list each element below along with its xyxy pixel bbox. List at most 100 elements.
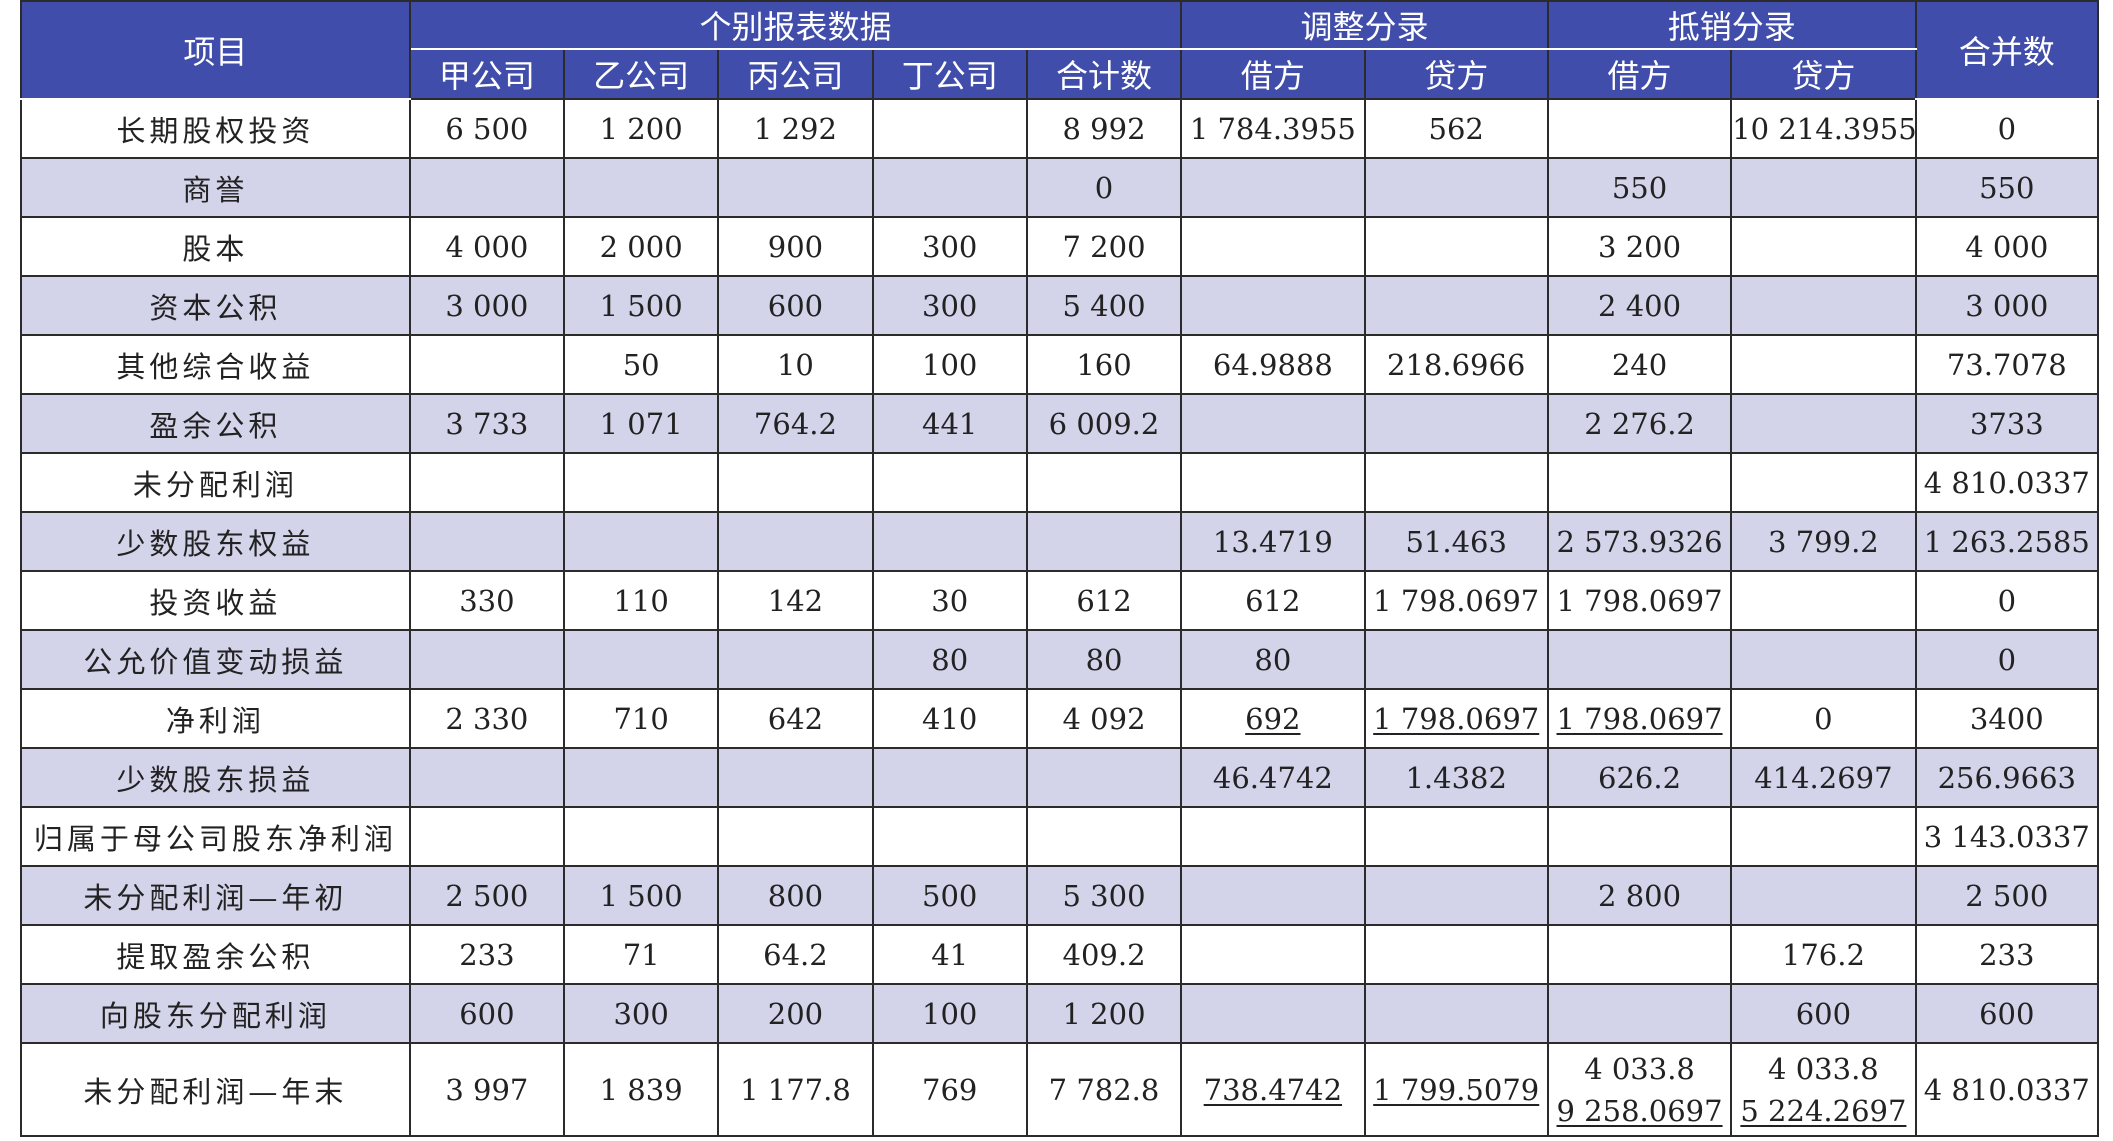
table-row: 未分配利润 4 810.0337 <box>20 452 2100 513</box>
table-cell <box>1363 983 1549 1044</box>
table-cell: 764.2 <box>717 393 874 454</box>
table-cell: 692 <box>1180 688 1366 749</box>
table-cell: 1.4382 <box>1363 747 1549 808</box>
table-cell: 769 <box>871 1042 1028 1137</box>
table-cell: 600 <box>1914 983 2100 1044</box>
table-cell <box>1180 275 1366 336</box>
cell-value: 550 <box>1979 170 2035 205</box>
table-cell <box>1546 924 1733 985</box>
table-cell: 8 992 <box>1025 98 1183 159</box>
cell-value: 110 <box>613 583 669 618</box>
cell-value: 3733 <box>1969 406 2044 441</box>
cell-value: 300 <box>922 229 978 264</box>
table-cell: 2 276.2 <box>1546 393 1733 454</box>
table-cell: 900 <box>717 216 874 277</box>
table-cell: 710 <box>563 688 720 749</box>
table-cell <box>1546 98 1733 159</box>
stacked-value: 4 033.8 <box>1584 1051 1695 1086</box>
cell-value: 7 200 <box>1062 229 1146 264</box>
cell-value: 256.9663 <box>1937 760 2076 795</box>
table-cell: 256.9663 <box>1914 747 2100 808</box>
cell-value: 80 <box>1254 642 1292 677</box>
table-cell <box>871 98 1028 159</box>
table-cell <box>563 629 720 690</box>
table-cell <box>1363 806 1549 867</box>
table-cell: 414.2697 <box>1730 747 1917 808</box>
cell-value: 738.4742 <box>1203 1072 1343 1107</box>
table-cell: 3 000 <box>408 275 566 336</box>
cell-value: 2 573.9326 <box>1556 524 1723 559</box>
cell-value: 218.6966 <box>1387 347 1526 382</box>
cell-value: 642 <box>767 701 824 736</box>
table-cell: 3733 <box>1914 393 2100 454</box>
table-cell <box>871 511 1028 572</box>
stacked-value: 4 033.8 <box>1768 1051 1879 1086</box>
cell-value: 41 <box>931 937 969 972</box>
header-col-total: 合计数 <box>1025 48 1183 100</box>
cell-value: 409.2 <box>1062 937 1146 972</box>
cell-value: 7 782.8 <box>1048 1072 1160 1107</box>
cell-value: 2 400 <box>1598 288 1682 323</box>
cell-value: 2 500 <box>1965 878 2049 913</box>
cell-value: 612 <box>1245 583 1301 618</box>
cell-value: 900 <box>767 229 824 264</box>
table-cell <box>1730 865 1917 926</box>
row-label: 向股东分配利润 <box>20 983 411 1044</box>
table-cell: 80 <box>1025 629 1183 690</box>
table-cell: 4 033.8 9 258.0697 <box>1546 1042 1733 1137</box>
table-cell <box>1730 334 1917 395</box>
table-cell: 3 997 <box>408 1042 566 1137</box>
table-cell: 300 <box>563 983 720 1044</box>
table-cell: 612 <box>1025 570 1183 631</box>
table-cell <box>1180 865 1366 926</box>
table-cell: 10 214.3955 <box>1730 98 1917 159</box>
table-cell: 5 400 <box>1025 275 1183 336</box>
table-cell: 1 839 <box>563 1042 720 1137</box>
table-cell: 738.4742 <box>1180 1042 1366 1137</box>
table-cell: 233 <box>1914 924 2100 985</box>
table-cell: 626.2 <box>1546 747 1733 808</box>
table-cell: 71 <box>563 924 720 985</box>
table-cell: 1 292 <box>717 98 874 159</box>
table-cell: 240 <box>1546 334 1733 395</box>
table-row: 未分配利润—年初 2 500 1 500 800 500 5 300 2 800 2 500 <box>20 865 2100 926</box>
consolidation-worksheet-table: 项目 个别报表数据 调整分录 抵销分录 合并数 甲公司 乙公司 丙公司 丁公司 … <box>20 0 2100 1137</box>
cell-value: 8 992 <box>1062 111 1146 146</box>
cell-value: 4 810.0337 <box>1923 465 2090 500</box>
cell-value: 80 <box>931 642 969 677</box>
cell-value: 100 <box>922 996 978 1031</box>
table-cell: 410 <box>871 688 1028 749</box>
cell-value: 10 214.3955 <box>1732 111 1916 146</box>
table-cell <box>1180 157 1366 218</box>
cell-value: 500 <box>922 878 978 913</box>
table-cell: 46.4742 <box>1180 747 1366 808</box>
table-cell <box>1730 275 1917 336</box>
cell-value: 3 200 <box>1598 229 1682 264</box>
cell-value: 0 <box>1814 701 1833 736</box>
table-cell <box>408 452 566 513</box>
table-cell: 200 <box>717 983 874 1044</box>
table-cell: 612 <box>1180 570 1366 631</box>
row-label: 盈余公积 <box>20 393 411 454</box>
table-cell: 100 <box>871 983 1028 1044</box>
cell-value: 3 000 <box>1965 288 2049 323</box>
cell-value: 233 <box>1979 937 2035 972</box>
cell-value: 1 799.5079 <box>1373 1072 1540 1107</box>
table-cell <box>563 157 720 218</box>
cell-value: 1 200 <box>1062 996 1146 1031</box>
table-cell <box>1363 393 1549 454</box>
table-cell: 600 <box>717 275 874 336</box>
stacked-value: 5 224.2697 <box>1740 1093 1907 1128</box>
header-group-adjust: 调整分录 <box>1180 0 1549 50</box>
table-cell: 500 <box>871 865 1028 926</box>
header-consolidated: 合并数 <box>1914 0 2100 100</box>
table-cell: 3 799.2 <box>1730 511 1917 572</box>
cell-value: 0 <box>1997 111 2017 146</box>
table-row: 少数股东权益 13.4719 51.463 2 573.9326 3 799.2 1 26… <box>20 511 2100 572</box>
table-cell: 2 400 <box>1546 275 1733 336</box>
table-cell: 441 <box>871 393 1028 454</box>
table-cell: 1 500 <box>563 865 720 926</box>
cell-value: 1 798.0697 <box>1373 701 1540 736</box>
table-cell <box>871 452 1028 513</box>
cell-value: 0 <box>1997 583 2017 618</box>
